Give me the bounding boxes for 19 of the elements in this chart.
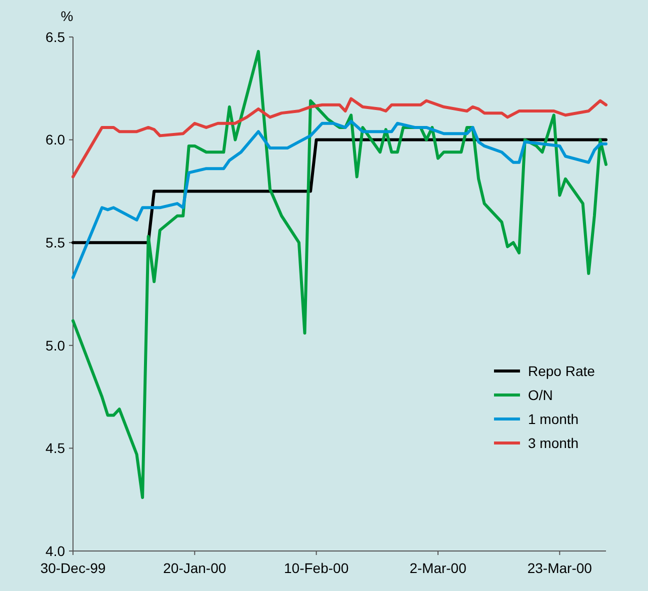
x-tick-label: 23-Mar-00 [527, 560, 592, 576]
line-series [72, 50, 608, 500]
y-axis-title: % [60, 8, 74, 24]
y-tick-label: 4.5 [46, 440, 66, 456]
x-tick-label: 10-Feb-00 [284, 560, 349, 576]
line-series [72, 120, 608, 280]
y-tick-label: 5.0 [46, 337, 66, 354]
line-series [72, 97, 608, 178]
x-tick-label: 30-Dec-99 [40, 560, 106, 576]
x-tick-label: 2-Mar-00 [410, 560, 467, 576]
x-tick-label: 20-Jan-00 [163, 560, 226, 576]
legend-label: 3 month [528, 434, 579, 451]
y-tick-label: 5.5 [46, 234, 66, 250]
legend-label: Repo Rate [528, 362, 596, 379]
legend-label: O/N [528, 386, 553, 403]
y-tick-label: 6.0 [46, 132, 66, 148]
y-tick-label: 4.0 [46, 542, 66, 559]
legend-label: 1 month [528, 410, 579, 427]
y-tick-label: 6.5 [46, 28, 66, 45]
